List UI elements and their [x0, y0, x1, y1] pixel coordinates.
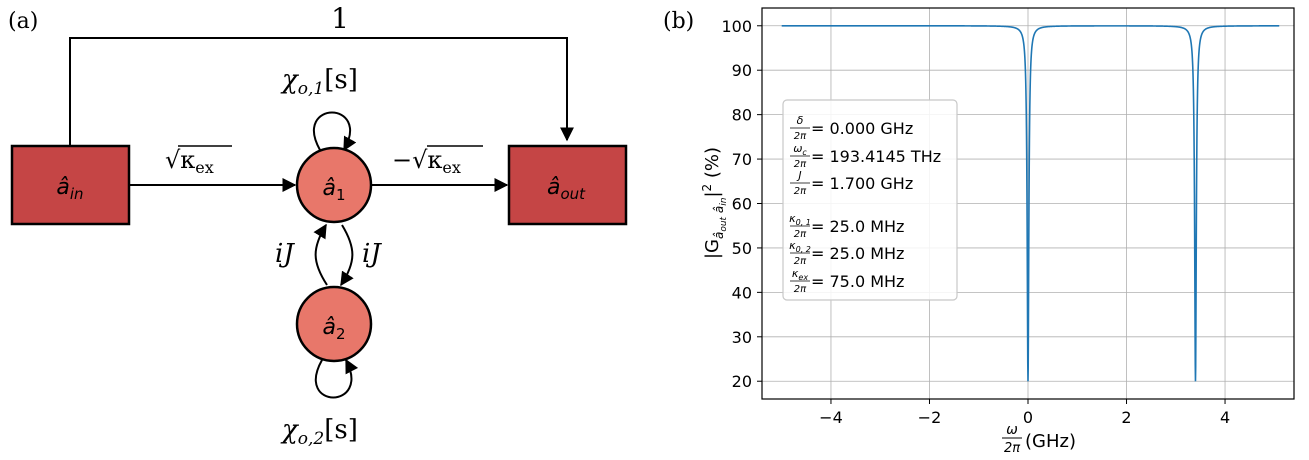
y-tick-label: 20: [732, 372, 752, 391]
y-tick-label: 80: [732, 106, 752, 125]
transmission-curve: [781, 24, 1280, 382]
y-tick-label: 100: [721, 17, 752, 36]
coupling-right-label: iJ: [362, 239, 382, 269]
legend-value: = 193.4145 THz: [811, 147, 941, 166]
x-tick-label: −4: [819, 408, 843, 427]
legend-symbol: ωc: [793, 142, 807, 157]
panel-a: (a) 1 âin âout √κex −√κex χo,1[s] â1 iJ …: [8, 2, 628, 449]
x-axis-label-unit: (GHz): [1025, 431, 1076, 452]
x-axis-label-denominator: 2π: [1004, 441, 1020, 456]
legend-row: J 2π = 1.700 GHz: [790, 169, 913, 197]
x-axis-label: ω 2π (GHz): [1002, 422, 1076, 456]
legend-row: ωc 2π = 193.4145 THz: [790, 142, 941, 170]
mode-1-label: â1: [322, 176, 345, 204]
input-node-label: âin: [56, 175, 83, 203]
self-loop-1-arrow: [312, 111, 357, 152]
mode-2-node: [295, 285, 373, 363]
legend-value: = 75.0 MHz: [811, 272, 904, 291]
coupling-left-arrow: [313, 223, 328, 286]
legend-symbol: κex: [792, 267, 808, 282]
panel-b-label: (b): [663, 9, 694, 34]
legend-denominator: 2π: [794, 284, 807, 295]
y-tick-label: 40: [732, 283, 752, 302]
self-loop-1-label: χo,1[s]: [280, 65, 358, 99]
self-loop-2-label: χo,2[s]: [280, 415, 358, 449]
legend-denominator: 2π: [794, 131, 807, 142]
mode-1-node: [295, 146, 373, 224]
legend-symbol: J: [796, 169, 801, 182]
y-tick-label: 70: [732, 150, 752, 169]
legend-denominator: 2π: [794, 256, 807, 267]
x-tick-label: 2: [1121, 408, 1131, 427]
y-tick-label: 50: [732, 239, 752, 258]
ticks: −4 −2 0 2 4 20 30 40 50 60 70 80 90 100: [721, 17, 1230, 427]
legend-row: κex 2π = 75.0 MHz: [790, 267, 904, 295]
legend-denominator: 2π: [794, 186, 807, 197]
x-tick-label: 4: [1220, 408, 1230, 427]
series-layer: [781, 24, 1280, 382]
legend-value: = 0.000 GHz: [811, 119, 913, 138]
legend-value: = 25.0 MHz: [811, 217, 904, 236]
legend-symbol: κ0, 2: [789, 239, 811, 254]
coupling-right-arrow: [340, 224, 354, 287]
legend-symbol: κ0, 1: [789, 212, 811, 227]
coupling-out-label: −√κex: [392, 146, 461, 177]
legend-row: κ0, 1 2π = 25.0 MHz: [789, 212, 904, 240]
x-axis-label-numerator: ω: [1006, 422, 1018, 438]
legend-box: [782, 99, 958, 301]
y-tick-label: 60: [732, 195, 752, 214]
svg-text:|Gâout âin|2 (%): |Gâout âin|2 (%): [700, 147, 729, 259]
legend-symbol: δ: [797, 114, 804, 127]
legend-value: = 1.700 GHz: [811, 174, 913, 193]
direct-path-label: 1: [331, 2, 349, 35]
legend-row: κ0, 2 2π = 25.0 MHz: [789, 239, 904, 267]
self-loop-2-arrow: [314, 358, 359, 399]
coupling-left-label: iJ: [275, 239, 295, 269]
x-tick-label: −2: [918, 408, 942, 427]
mode-2-label: â2: [322, 315, 345, 343]
legend-value: = 25.0 MHz: [811, 244, 904, 263]
y-axis-label: |Gâout âin|2 (%): [700, 147, 729, 259]
coupling-in-label: √κex: [165, 146, 214, 177]
y-tick-label: 90: [732, 61, 752, 80]
x-tick-label: 0: [1023, 408, 1033, 427]
legend-denominator: 2π: [794, 229, 807, 240]
panel-a-label: (a): [8, 9, 38, 34]
direct-path-arrow: [69, 37, 574, 145]
legend-denominator: 2π: [794, 159, 807, 170]
panel-b: (b) −4 −2 0 2 4 20 30 40 50 60 70 80 90 100 δ 2π = 0.0…: [663, 7, 1295, 456]
output-node-box: [507, 144, 628, 226]
output-node-label: âout: [547, 175, 586, 203]
y-tick-label: 30: [732, 328, 752, 347]
legend-row: δ 2π = 0.000 GHz: [790, 114, 913, 142]
